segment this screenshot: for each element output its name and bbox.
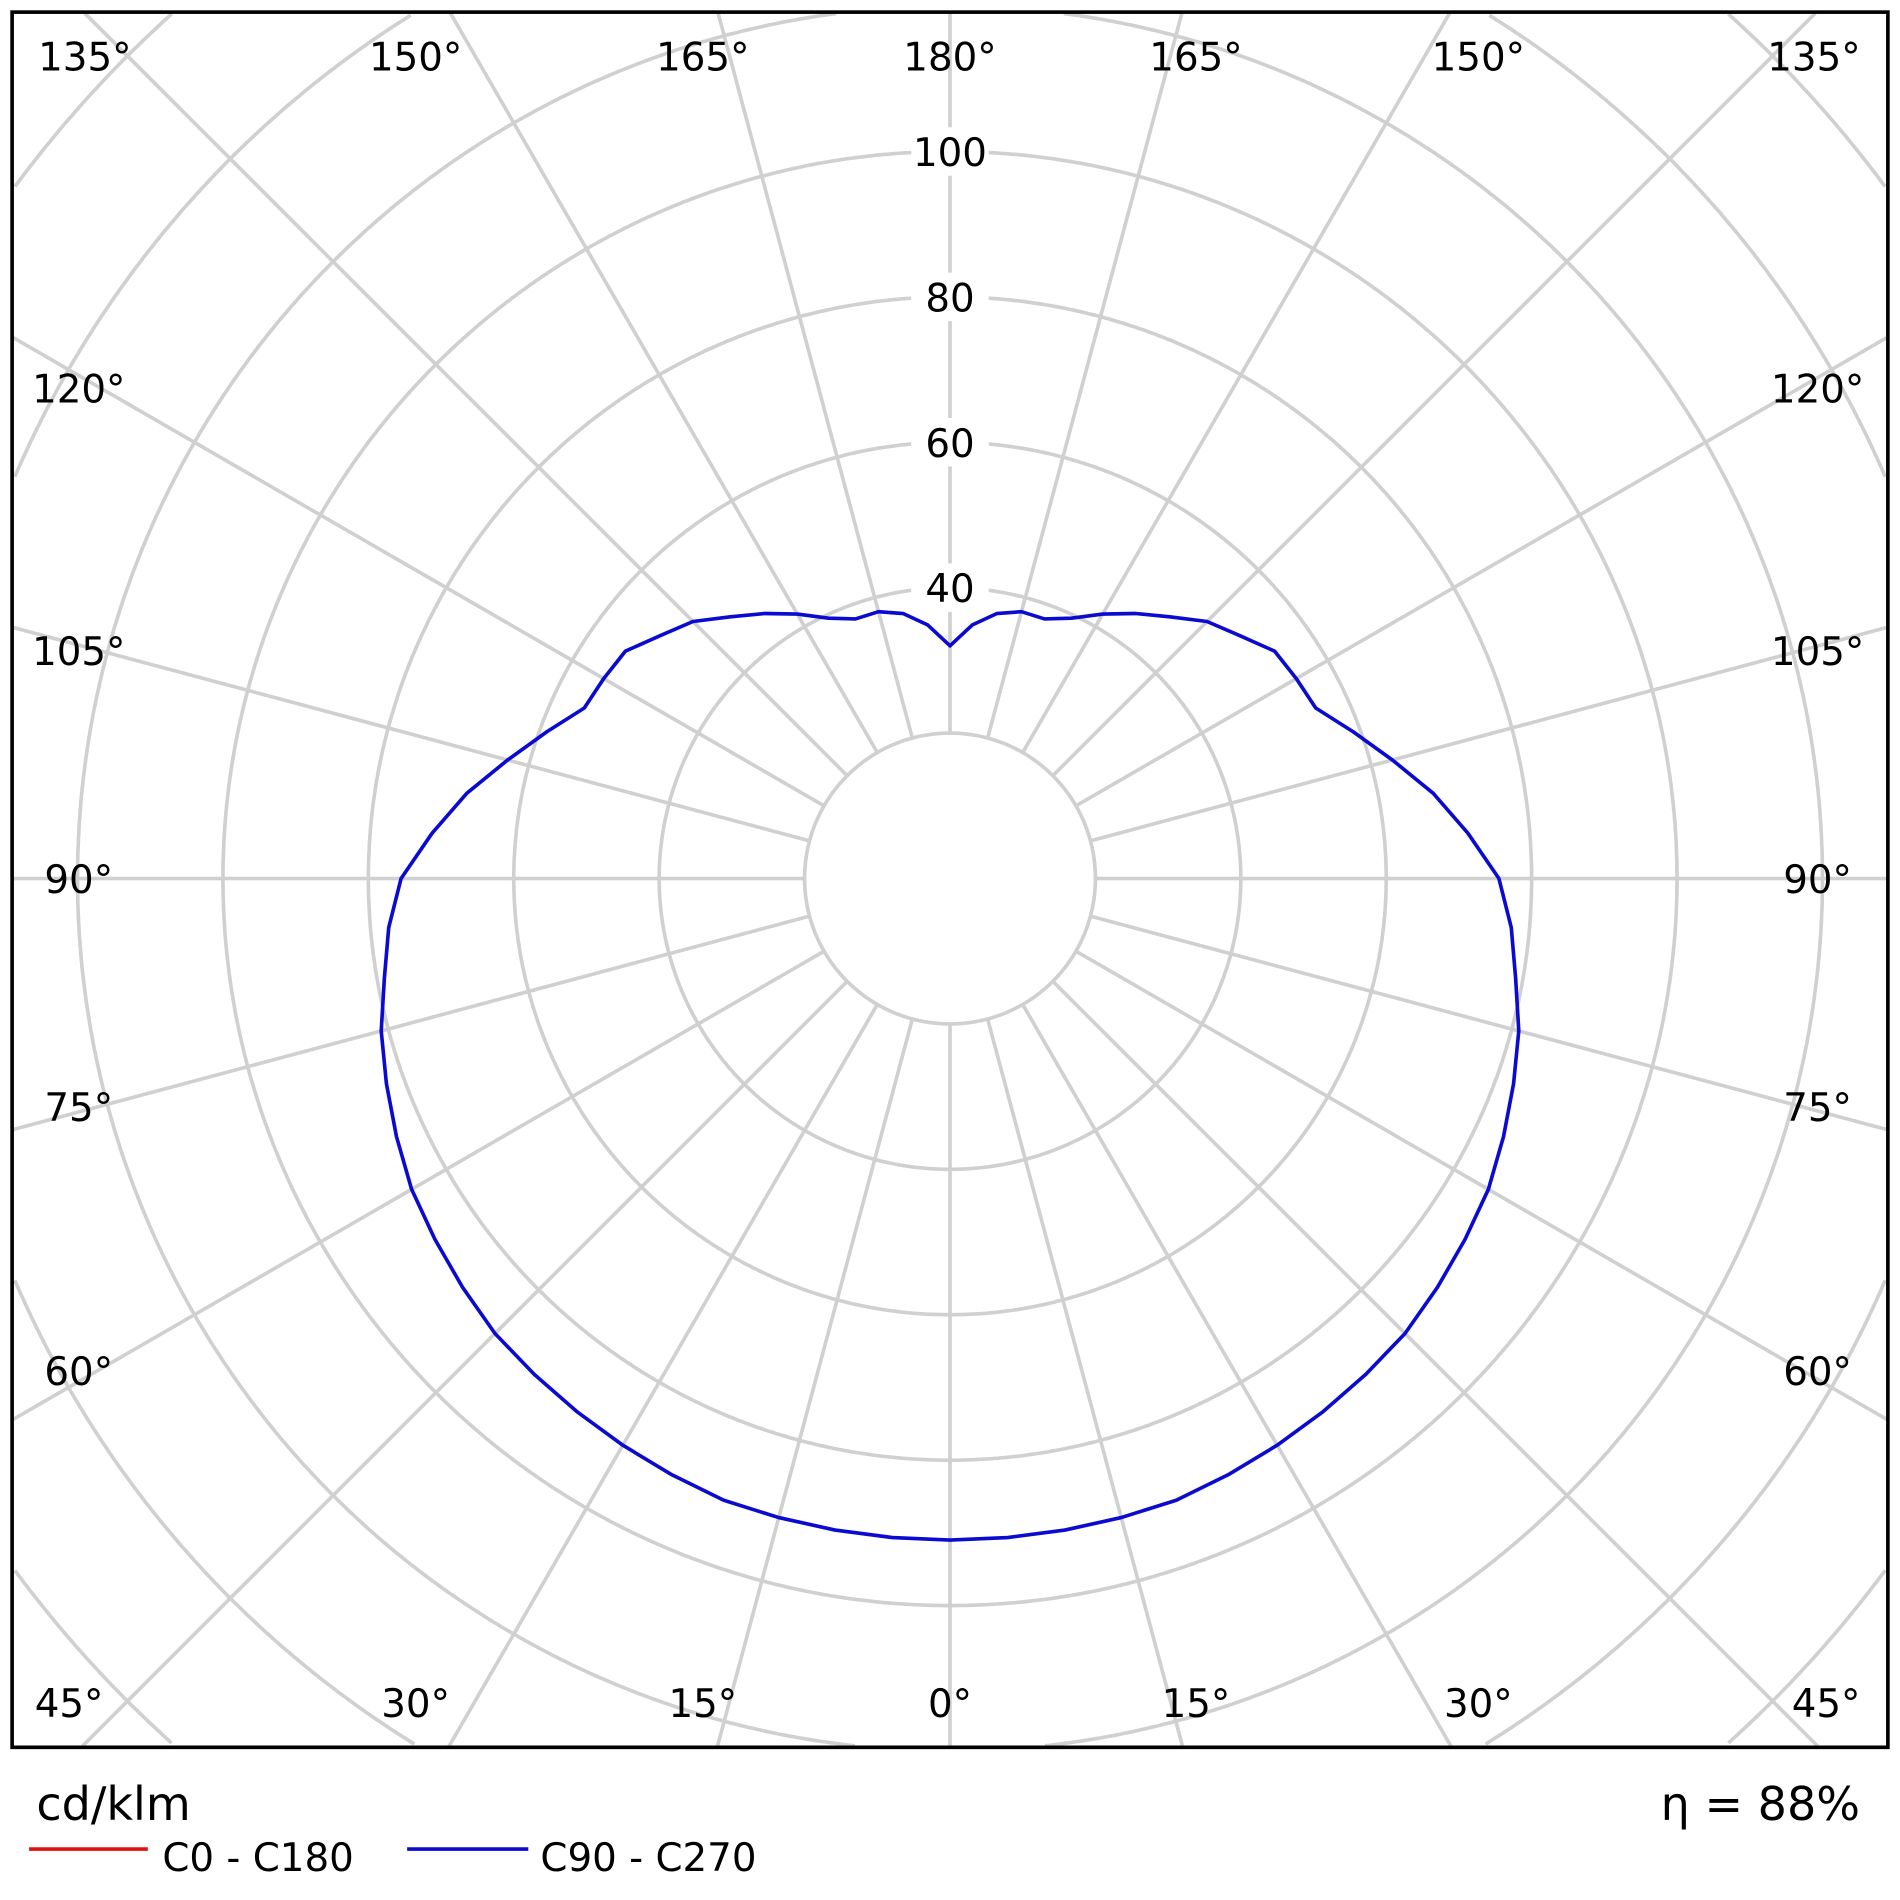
radial-tick-labels: 40 60 80 100 [911,127,989,612]
grid-spoke [12,336,825,808]
grid-spoke [12,625,811,843]
grid-spoke [81,980,849,1748]
angle-label-top: 165° [656,35,749,80]
grid-ring-20 [802,731,1098,1026]
angle-label-left: 105° [32,630,125,675]
angle-label-bottom: 30° [381,1682,450,1727]
plot-frame [10,10,1890,1750]
angle-label-left: 60° [44,1350,113,1395]
angle-label-top: 135° [38,35,131,80]
angle-label-bottom: 45° [35,1682,104,1727]
grid-spoke [985,12,1184,739]
grid-spoke [1021,12,1452,754]
radial-tick-label: 60 [925,422,974,467]
grid-spoke [1051,12,1817,777]
grid-spoke [447,1003,879,1748]
grid-ring-140 [13,13,1887,1746]
angle-label-top: 165° [1149,35,1242,80]
angle-label-left: 120° [32,367,125,412]
angle-label-right: 60° [1783,1350,1852,1395]
angle-label-right: 105° [1771,630,1864,675]
grid-ring-120 [75,11,1825,1748]
efficiency-label: η = 88% [1661,1777,1860,1831]
radial-tick-label: 100 [913,131,987,176]
angle-label-bottom: 45° [1792,1682,1861,1727]
angle-labels: 135° 150° 165° 180° 165° 150° 135° 45° 30° 15° 0° 1… [32,35,1864,1727]
grid-spoke [716,12,915,739]
grid-spoke [448,12,879,754]
radial-tick-label: 80 [925,276,974,321]
grid-spoke [12,949,825,1421]
grid-spoke [715,1018,915,1747]
series-curves [379,609,1521,1542]
tick-label-bg [911,418,989,467]
polar-grid [12,11,1888,1748]
angle-label-top: 135° [1767,35,1860,80]
tick-label-bg [911,272,989,322]
grid-spoke [1075,336,1888,808]
grid-spoke [1089,914,1888,1132]
grid-spoke [985,1018,1185,1747]
series-curve-1 [379,609,1521,1542]
grid-spoke [1021,1003,1453,1748]
angle-label-top: 150° [369,35,462,80]
tick-label-bg [911,563,989,612]
angle-label-right: 90° [1783,858,1852,903]
angle-label-right: 120° [1771,367,1864,412]
grid-spoke [1075,949,1888,1421]
radial-tick-label: 40 [925,567,974,612]
grid-spoke [12,914,811,1132]
angle-label-left: 90° [44,858,113,903]
unit-label: cd/klm [36,1777,190,1831]
legend: C0 - C180 C90 - C270 [29,1836,757,1881]
angle-label-bottom: 0° [928,1682,972,1727]
angle-label-top: 180° [903,35,996,80]
grid-ring-160 [13,12,1887,1745]
grid-spoke [1089,625,1888,843]
legend-label-c0-c180: C0 - C180 [162,1836,353,1881]
angle-label-bottom: 15° [1162,1682,1231,1727]
grid-spoke [1051,980,1819,1748]
grid-spoke [83,12,849,777]
angle-label-bottom: 30° [1444,1682,1513,1727]
angle-label-bottom: 15° [668,1682,737,1727]
tick-label-bg [911,127,989,176]
angle-label-right: 75° [1783,1086,1852,1131]
angle-label-left: 75° [44,1086,113,1131]
legend-label-c90-c270: C90 - C270 [540,1836,756,1881]
angle-label-top: 150° [1432,35,1525,80]
